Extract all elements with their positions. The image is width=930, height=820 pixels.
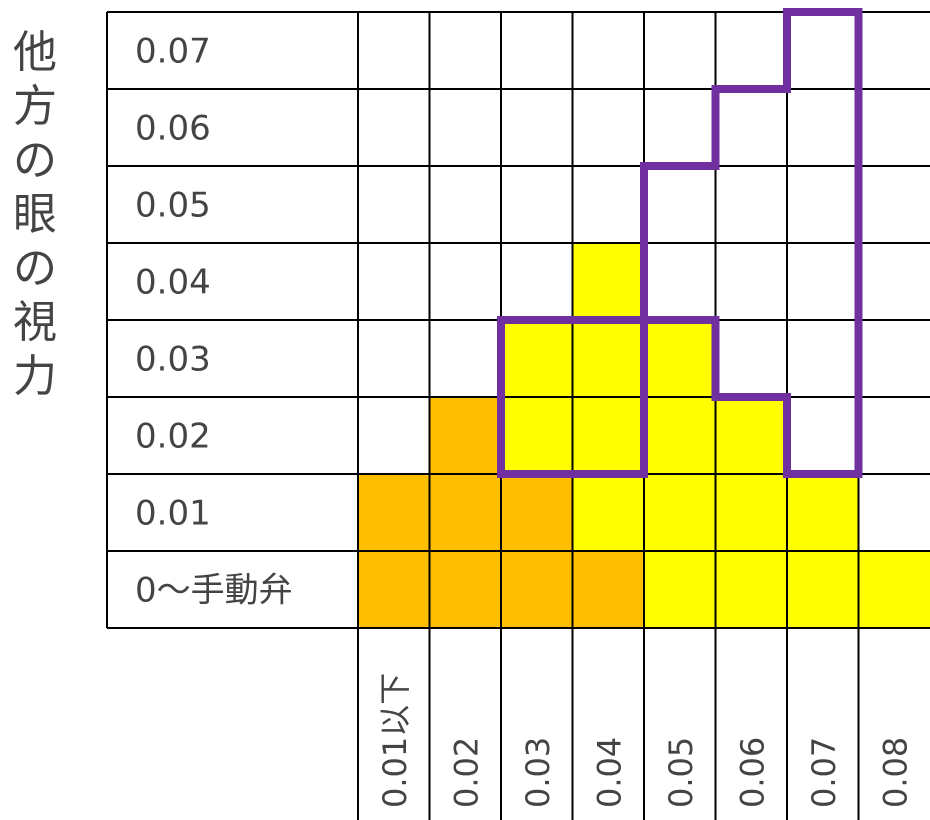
row-label: 0.02 — [135, 417, 211, 457]
grid-cell — [858, 320, 930, 397]
grid-cell — [715, 474, 787, 551]
grid-cell — [572, 12, 644, 89]
y-axis-title: 他方の眼の視力 — [10, 26, 60, 404]
grid-cell — [858, 12, 930, 89]
grid-cell — [715, 397, 787, 474]
row-label: 0.07 — [135, 32, 211, 72]
grid-cell — [644, 12, 716, 89]
grid-cell — [715, 551, 787, 628]
grid-cell — [501, 474, 573, 551]
grid-cell — [501, 12, 573, 89]
grid-cell — [787, 166, 859, 243]
y-axis-title-text: 他方の眼の視力 — [13, 27, 57, 402]
grid-cell — [358, 474, 430, 551]
row-label: 0.01 — [135, 494, 211, 534]
grid-cell — [429, 89, 501, 166]
grid-cell — [429, 12, 501, 89]
grid-cell — [787, 551, 859, 628]
column-label: 0.06 — [733, 737, 771, 808]
grid-cell — [572, 474, 644, 551]
grid-cell — [787, 12, 859, 89]
grid-cell — [358, 551, 430, 628]
grid-cell — [429, 243, 501, 320]
grid-cell — [858, 397, 930, 474]
grid-cell — [358, 397, 430, 474]
grid-cell — [858, 243, 930, 320]
grid-cell — [644, 243, 716, 320]
grid-cell — [787, 474, 859, 551]
grid-cell — [501, 243, 573, 320]
grid-cell — [572, 320, 644, 397]
grid-cell — [429, 166, 501, 243]
grid-cell — [715, 12, 787, 89]
row-label: 0.05 — [135, 186, 211, 226]
column-label: 0.05 — [662, 737, 700, 808]
grid-cell — [858, 89, 930, 166]
grid-cell — [715, 320, 787, 397]
grid-cell — [358, 89, 430, 166]
grid-cell — [429, 397, 501, 474]
column-label: 0.04 — [590, 737, 628, 808]
grid-cell — [644, 166, 716, 243]
column-label: 0.01以下 — [376, 673, 414, 808]
column-label: 0.07 — [805, 737, 843, 808]
grid-cell — [358, 243, 430, 320]
grid-cell — [501, 397, 573, 474]
grid-cell — [572, 397, 644, 474]
grid-cell — [858, 551, 930, 628]
grid-cell — [715, 243, 787, 320]
grid-cell — [501, 551, 573, 628]
grid-cell — [644, 474, 716, 551]
grid-cell — [501, 320, 573, 397]
row-label: 0.04 — [135, 263, 211, 303]
grid-cell — [501, 89, 573, 166]
grid-cell — [644, 89, 716, 166]
grid-cell — [858, 474, 930, 551]
grid-cell — [787, 320, 859, 397]
grid-cell — [644, 397, 716, 474]
grid-cell — [358, 12, 430, 89]
grid-cell — [429, 474, 501, 551]
grid-cell — [572, 89, 644, 166]
grid-cell — [572, 166, 644, 243]
grid-cell — [787, 243, 859, 320]
column-label: 0.08 — [876, 737, 914, 808]
grid-cell — [429, 551, 501, 628]
grid-cell — [787, 397, 859, 474]
column-label: 0.03 — [519, 737, 557, 808]
grid-cell — [501, 166, 573, 243]
grid-cell — [572, 551, 644, 628]
grid-cell — [858, 166, 930, 243]
grid-cell — [358, 320, 430, 397]
grid-cell — [715, 89, 787, 166]
outlined-region — [497, 8, 863, 478]
grid-cell — [358, 166, 430, 243]
grid-cell — [715, 166, 787, 243]
row-label: 0.03 — [135, 340, 211, 380]
grid-cell — [429, 320, 501, 397]
grid-cell — [787, 89, 859, 166]
row-label: 0.06 — [135, 109, 211, 149]
grid-cell — [644, 320, 716, 397]
grid-cell — [644, 551, 716, 628]
row-label: 0〜手動弁 — [135, 571, 293, 611]
grid-cell — [572, 243, 644, 320]
column-label: 0.02 — [447, 737, 485, 808]
